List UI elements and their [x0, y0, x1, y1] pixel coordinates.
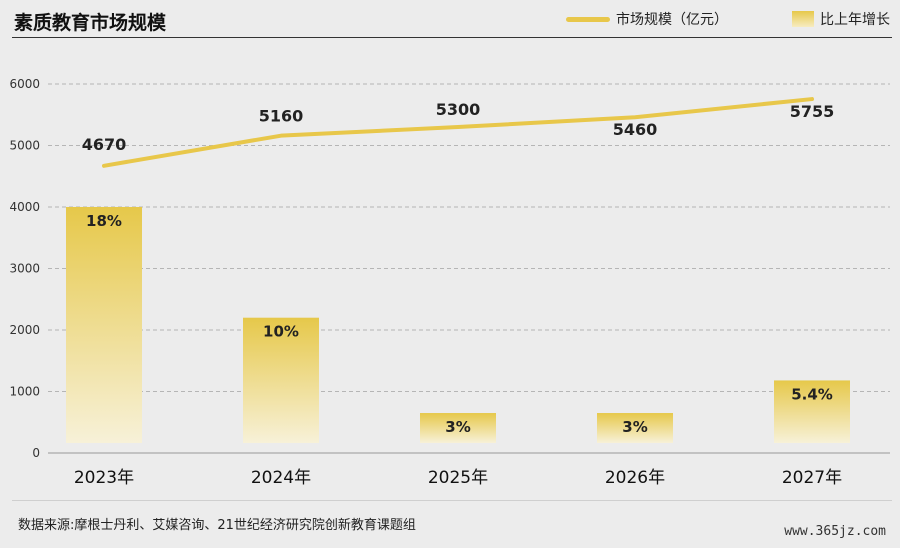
y-tick-label: 1000 [9, 385, 40, 399]
market-size-line [102, 97, 814, 168]
y-tick-label: 3000 [9, 262, 40, 276]
line-data-label: 5755 [790, 102, 835, 121]
legend-bar-swatch [792, 11, 814, 27]
x-category-label: 2024年 [251, 468, 311, 488]
y-tick-label: 2000 [9, 323, 40, 337]
footer-divider [12, 500, 892, 501]
x-category-label: 2023年 [74, 468, 134, 488]
x-category-label: 2027年 [782, 468, 842, 488]
source-note: 数据来源:摩根士丹利、艾媒咨询、21世纪经济研究院创新教育课题组 [18, 518, 416, 533]
combo-chart: 0 1000 2000 3000 4000 5000 6000 18% 10% 3% 3% 5.4%… [9, 77, 890, 488]
bar-data-label: 18% [86, 212, 122, 230]
bar-data-label: 3% [622, 418, 647, 436]
line-data-label: 5160 [259, 107, 304, 126]
bar [243, 317, 319, 443]
bar-data-label: 5.4% [791, 385, 833, 403]
y-tick-label: 6000 [9, 77, 40, 91]
bar [597, 413, 673, 443]
legend-bar-label: 比上年增长 [820, 12, 890, 28]
line-data-label: 4670 [82, 135, 127, 154]
bar [774, 380, 850, 443]
legend-item-bar: 比上年增长 [792, 9, 890, 29]
x-category-label: 2026年 [605, 468, 665, 488]
legend-item-line: 市场规模（亿元） [566, 9, 728, 29]
bar [66, 207, 142, 443]
y-tick-label: 5000 [9, 139, 40, 153]
x-category-label: 2025年 [428, 468, 488, 488]
title-divider [12, 37, 892, 38]
bar-data-label: 10% [263, 323, 299, 341]
watermark: www.365jz.com [784, 524, 886, 539]
bar [420, 413, 496, 443]
legend-line-swatch [566, 16, 610, 22]
y-tick-label: 4000 [9, 200, 40, 214]
y-tick-label: 0 [32, 446, 40, 460]
chart-legend: 市场规模（亿元） 比上年增长 [566, 9, 890, 29]
bar-data-label: 3% [445, 418, 470, 436]
line-data-label: 5300 [436, 100, 481, 119]
line-data-label: 5460 [613, 120, 658, 139]
legend-line-label: 市场规模（亿元） [616, 12, 728, 28]
chart-title: 素质教育市场规模 [14, 12, 167, 34]
